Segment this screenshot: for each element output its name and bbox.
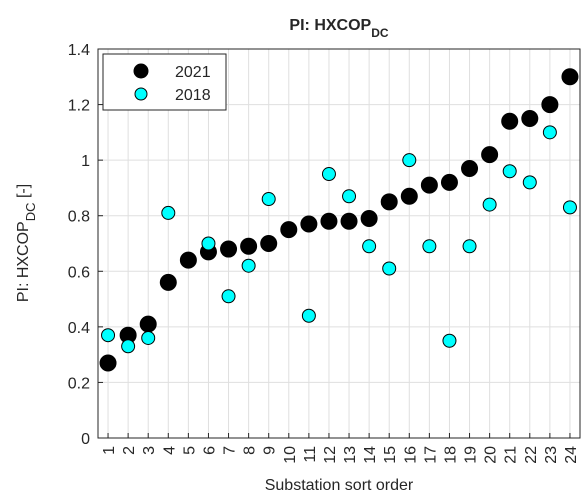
marker bbox=[501, 112, 519, 130]
x-tick-label: 7 bbox=[222, 446, 239, 455]
marker bbox=[382, 261, 397, 276]
marker bbox=[442, 333, 457, 348]
x-tick-label: 17 bbox=[422, 446, 439, 464]
title-main: PI: HXCOP bbox=[289, 17, 371, 34]
marker bbox=[99, 354, 117, 372]
x-tick-label: 11 bbox=[302, 446, 319, 463]
marker bbox=[342, 189, 357, 204]
marker bbox=[482, 197, 497, 212]
legend-marker bbox=[134, 87, 148, 101]
plot-frame bbox=[97, 48, 581, 439]
marker bbox=[360, 209, 378, 227]
x-tick-label: 3 bbox=[141, 446, 158, 455]
x-tick-label: 6 bbox=[201, 446, 218, 455]
y-tick-label: 1.4 bbox=[68, 42, 90, 59]
marker bbox=[240, 237, 258, 255]
x-tick-label: 18 bbox=[442, 446, 459, 464]
marker bbox=[521, 109, 539, 127]
x-tick-label: 22 bbox=[523, 446, 540, 464]
plot-area bbox=[98, 49, 580, 438]
x-tick-label: 4 bbox=[161, 446, 178, 455]
x-tick-label: 1 bbox=[101, 446, 118, 455]
marker bbox=[362, 239, 377, 254]
marker bbox=[402, 153, 417, 168]
x-tick-label: 5 bbox=[181, 446, 198, 455]
marker bbox=[121, 339, 136, 354]
y-tick-label: 0 bbox=[81, 431, 90, 448]
x-tick-label: 15 bbox=[382, 446, 399, 464]
marker bbox=[522, 175, 537, 190]
marker bbox=[541, 96, 559, 114]
marker bbox=[561, 68, 579, 86]
marker bbox=[340, 212, 358, 230]
y-tick-label: 1.2 bbox=[68, 98, 90, 115]
marker bbox=[502, 164, 517, 179]
x-axis-label: Substation sort order bbox=[265, 477, 414, 494]
y-tick-label: 0.2 bbox=[68, 375, 90, 392]
x-tick-label: 14 bbox=[362, 446, 379, 464]
marker bbox=[440, 173, 458, 191]
y-tick-label: 1 bbox=[81, 153, 90, 170]
y-axis-label: PI: HXCOPDC [-] bbox=[15, 184, 38, 302]
y-label-unit: [-] bbox=[15, 184, 32, 203]
legend-label: 2018 bbox=[175, 87, 211, 104]
marker bbox=[220, 240, 238, 258]
marker bbox=[542, 125, 557, 140]
y-tick-label: 0.4 bbox=[68, 320, 90, 337]
y-label-main: PI: HXCOP bbox=[15, 221, 32, 302]
marker bbox=[161, 205, 176, 220]
marker bbox=[260, 235, 278, 252]
marker bbox=[300, 215, 318, 233]
marker bbox=[159, 273, 177, 291]
marker bbox=[462, 239, 477, 254]
marker bbox=[380, 193, 398, 211]
marker bbox=[261, 192, 276, 207]
legend-label: 2021 bbox=[175, 64, 211, 81]
marker bbox=[139, 315, 157, 333]
marker bbox=[562, 200, 577, 215]
y-tick-label: 0.6 bbox=[68, 264, 90, 281]
x-tick-label: 16 bbox=[402, 446, 419, 464]
marker bbox=[420, 176, 438, 194]
title-subscript: DC bbox=[371, 26, 389, 40]
marker bbox=[320, 212, 338, 230]
x-tick-label: 21 bbox=[503, 446, 520, 464]
marker bbox=[141, 330, 156, 345]
marker bbox=[280, 221, 298, 239]
y-tick-label: 0.8 bbox=[68, 209, 90, 226]
marker bbox=[422, 239, 437, 254]
x-tick-label: 24 bbox=[563, 446, 580, 464]
legend: 2021 2018 bbox=[102, 53, 227, 111]
marker bbox=[241, 258, 256, 273]
marker bbox=[400, 187, 418, 205]
marker bbox=[481, 146, 499, 164]
x-tick-label: 13 bbox=[342, 446, 359, 464]
marker bbox=[101, 328, 116, 343]
legend-box bbox=[102, 53, 227, 111]
x-tick-label: 20 bbox=[483, 446, 500, 464]
marker bbox=[201, 236, 216, 251]
marker bbox=[221, 289, 236, 304]
marker bbox=[179, 251, 197, 269]
marker bbox=[321, 167, 336, 182]
x-tick-label: 10 bbox=[282, 446, 299, 464]
x-tick-label: 9 bbox=[262, 446, 279, 455]
chart-title: PI: HXCOPDC bbox=[289, 17, 388, 40]
marker bbox=[301, 308, 316, 323]
legend-marker bbox=[133, 63, 149, 79]
x-tick-label: 12 bbox=[322, 446, 339, 464]
marker bbox=[461, 159, 479, 177]
x-tick-label: 2 bbox=[121, 446, 138, 455]
x-tick-label: 19 bbox=[463, 446, 480, 464]
y-label-subscript: DC bbox=[23, 202, 38, 221]
x-tick-label: 23 bbox=[543, 446, 560, 464]
x-tick-label: 8 bbox=[242, 446, 259, 455]
